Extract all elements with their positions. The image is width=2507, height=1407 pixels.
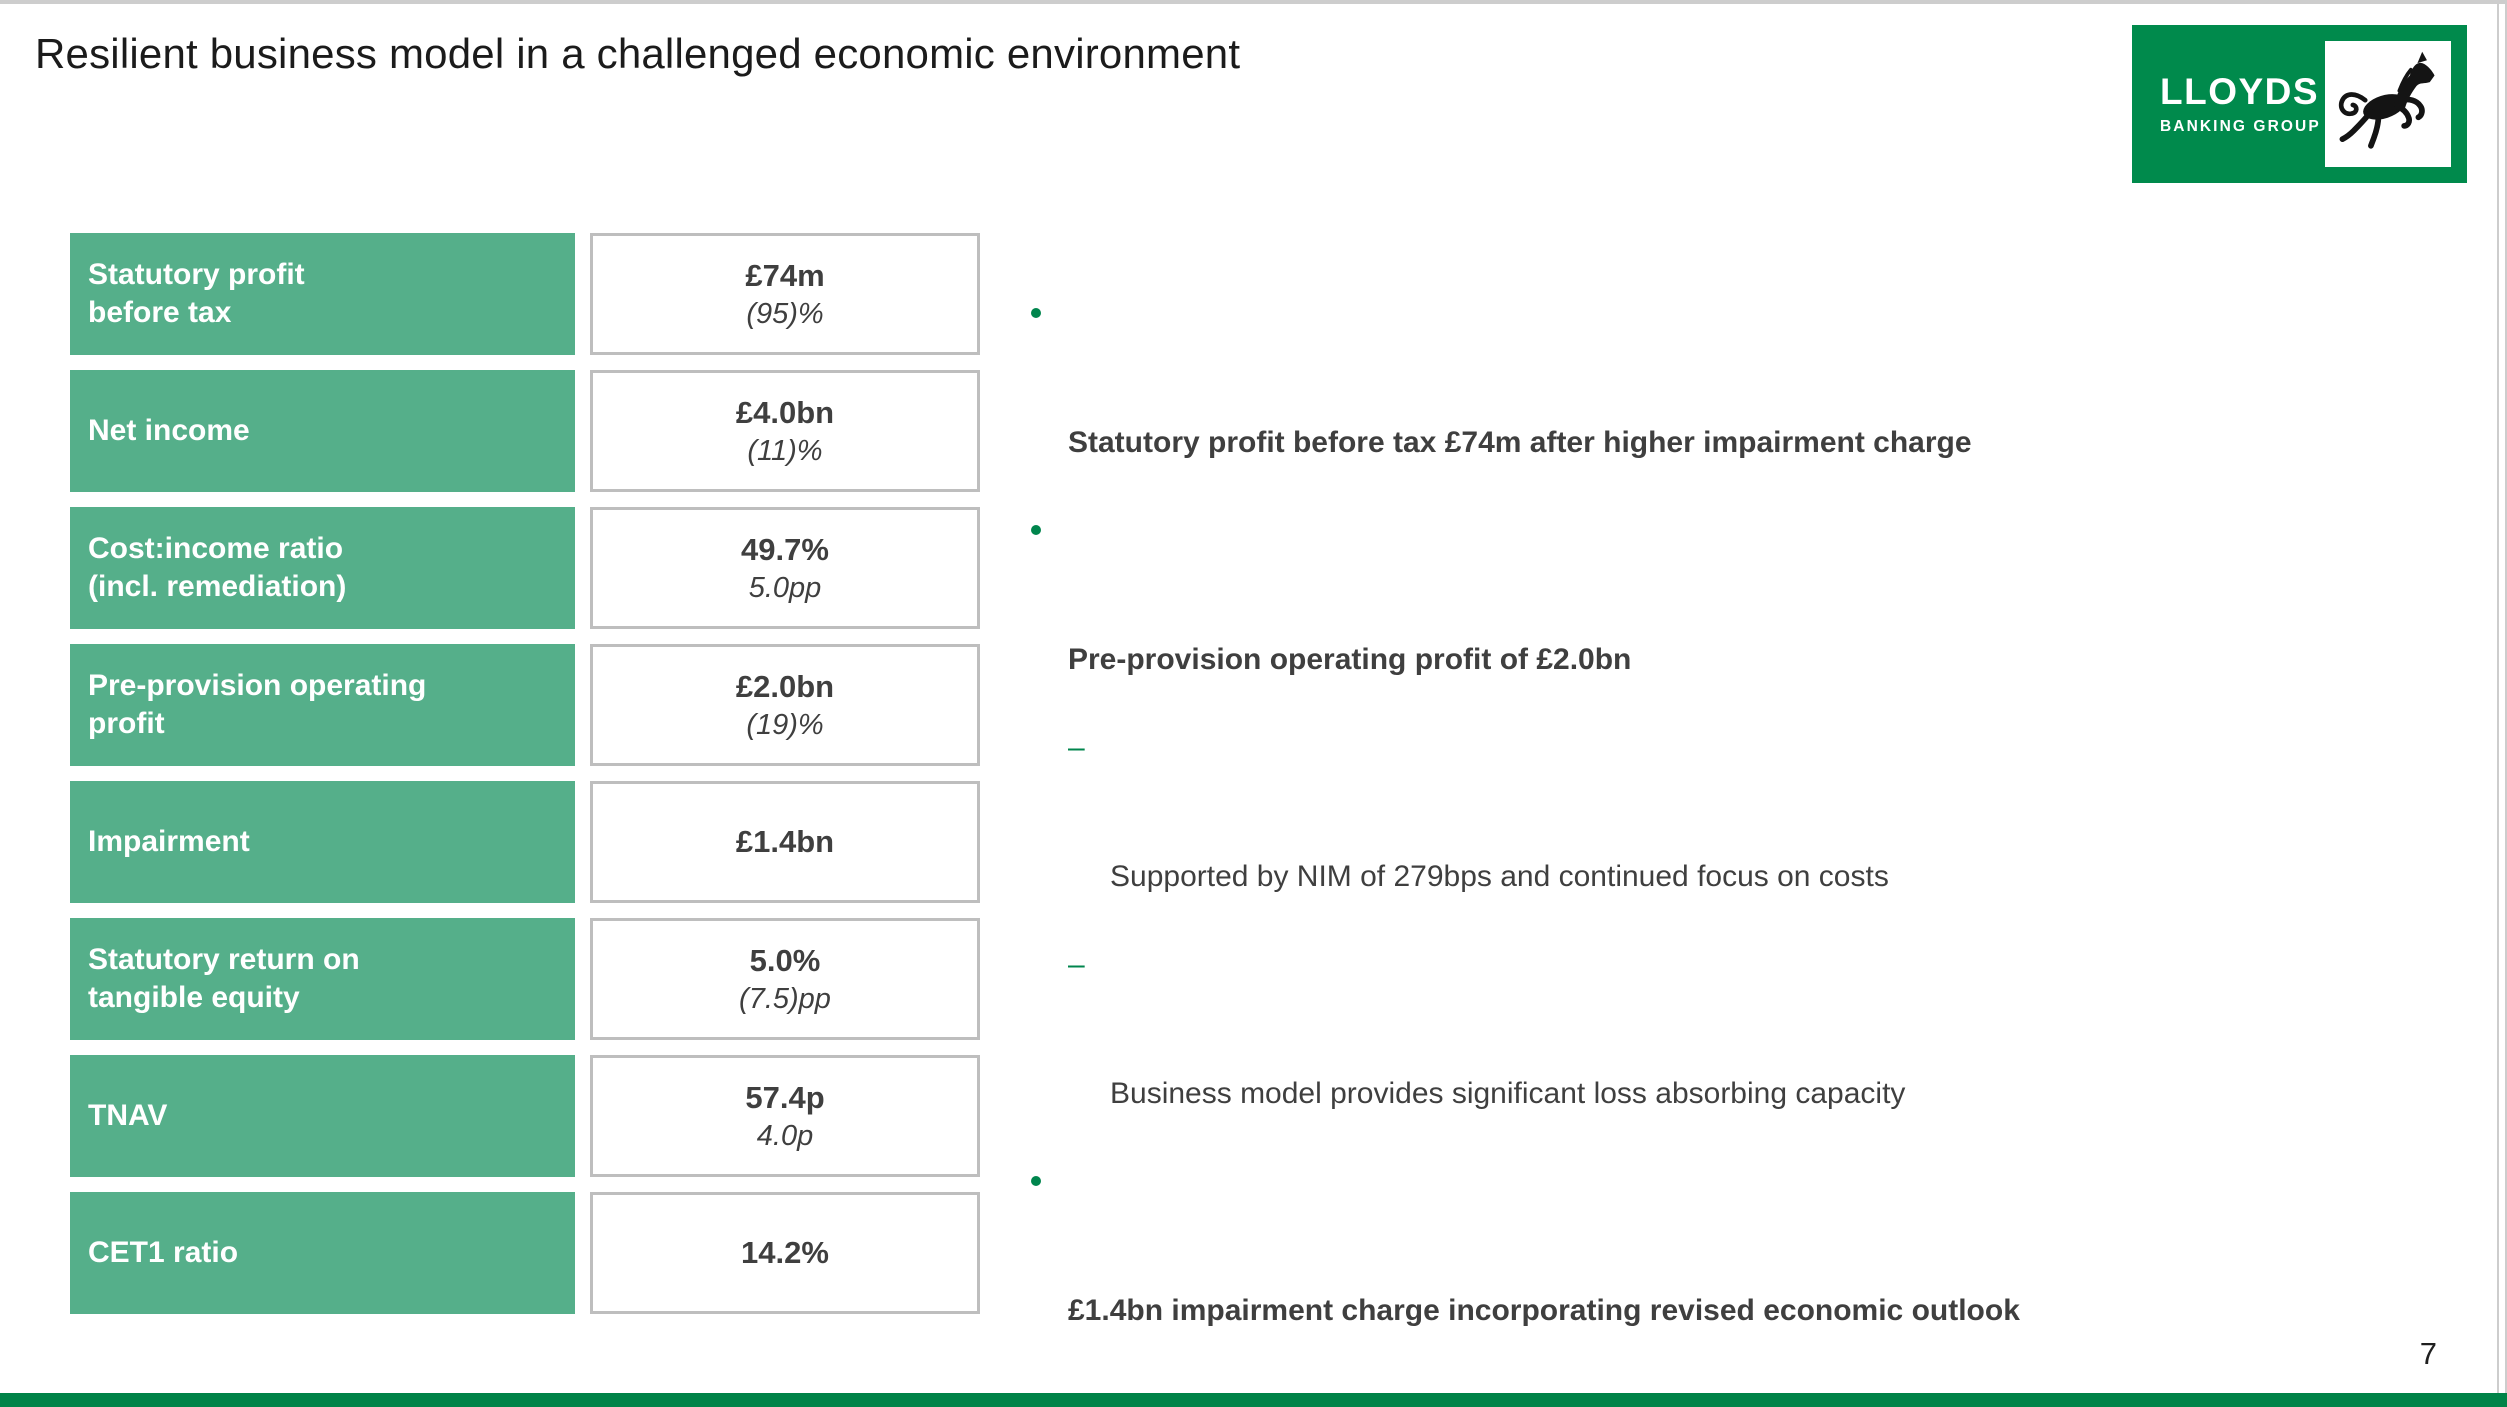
- sub-bullet-dash-icon: –: [1068, 948, 1085, 981]
- logo-subtext: BANKING GROUP: [2160, 118, 2321, 136]
- sub-bullet-dash-icon: –: [1068, 731, 1085, 764]
- metric-label: Statutory return on tangible equity: [70, 918, 575, 1040]
- bullet-text: Supported by NIM of 279bps and continued…: [1110, 860, 1889, 893]
- metric-value: 14.2%: [741, 1235, 829, 1270]
- metric-value-box: £1.4bn: [590, 781, 980, 903]
- bullet-item: – £1.4bn impairment charge incorporating…: [1022, 1160, 2470, 1332]
- metric-label: Cost:income ratio (incl. remediation): [70, 507, 575, 629]
- metric-value-box: 57.4p 4.0p: [590, 1055, 980, 1177]
- window-right-edge: [2497, 0, 2507, 1407]
- metric-value-box: £74m (95)%: [590, 233, 980, 355]
- metric-change: (19)%: [746, 708, 824, 741]
- metric-change: (11)%: [747, 434, 823, 467]
- bullet-text: Statutory profit before tax £74m after h…: [1068, 426, 1972, 459]
- metric-value-box: 49.7% 5.0pp: [590, 507, 980, 629]
- window-top-edge: [0, 0, 2507, 4]
- lloyds-banking-group-logo: LLOYDS BANKING GROUP: [2132, 25, 2467, 183]
- metric-value: £1.4bn: [735, 824, 835, 859]
- page-number: 7: [2419, 1336, 2437, 1371]
- table-row: Impairment £1.4bn: [70, 781, 980, 903]
- bullet-text: Business model provides significant loss…: [1110, 1077, 1906, 1110]
- bullet-item: – Supported by NIM of 279bps and continu…: [1022, 726, 2470, 898]
- bullet-dot-icon: [1031, 308, 1041, 318]
- footer-bar: [0, 1393, 2507, 1407]
- metrics-table: Statutory profit before tax £74m (95)% N…: [70, 233, 980, 1314]
- bullet-item: – Business model provides significant lo…: [1022, 943, 2470, 1115]
- metric-label: Impairment: [70, 781, 575, 903]
- metric-value-box: £2.0bn (19)%: [590, 644, 980, 766]
- table-row: Statutory profit before tax £74m (95)%: [70, 233, 980, 355]
- metric-label: Statutory profit before tax: [70, 233, 575, 355]
- metric-change: 5.0pp: [748, 571, 822, 604]
- metric-value: 49.7%: [741, 531, 829, 567]
- table-row: Net income £4.0bn (11)%: [70, 370, 980, 492]
- bullet-item: – Statutory profit before tax £74m after…: [1022, 292, 2470, 464]
- table-row: CET1 ratio 14.2%: [70, 1192, 980, 1314]
- metric-value: 57.4p: [745, 1079, 825, 1115]
- metric-label: Pre-provision operating profit: [70, 644, 575, 766]
- horse-emblem-box: [2325, 41, 2451, 167]
- metric-label: CET1 ratio: [70, 1192, 575, 1314]
- page-title: Resilient business model in a challenged…: [35, 30, 1241, 77]
- bullet-dot-icon: [1031, 1176, 1041, 1186]
- metric-change: (7.5)pp: [739, 982, 831, 1015]
- table-row: Cost:income ratio (incl. remediation) 49…: [70, 507, 980, 629]
- metric-value: £2.0bn: [735, 668, 835, 704]
- metric-change: 4.0p: [756, 1119, 814, 1152]
- table-row: Pre-provision operating profit £2.0bn (1…: [70, 644, 980, 766]
- metric-value-box: £4.0bn (11)%: [590, 370, 980, 492]
- metric-value-box: 14.2%: [590, 1192, 980, 1314]
- metric-value: £4.0bn: [735, 394, 835, 430]
- metric-value: £74m: [745, 257, 825, 293]
- metric-label: TNAV: [70, 1055, 575, 1177]
- table-row: Statutory return on tangible equity 5.0%…: [70, 918, 980, 1040]
- bullet-dot-icon: [1031, 525, 1041, 535]
- bullet-list: – Statutory profit before tax £74m after…: [1022, 292, 2470, 1407]
- bullet-text: Pre-provision operating profit of £2.0bn: [1068, 643, 1632, 676]
- bullet-item: – Pre-provision operating profit of £2.0…: [1022, 509, 2470, 681]
- metric-change: (95)%: [746, 297, 824, 330]
- metric-value-box: 5.0% (7.5)pp: [590, 918, 980, 1040]
- bullet-text: £1.4bn impairment charge incorporating r…: [1068, 1294, 2020, 1327]
- metric-value: 5.0%: [749, 942, 821, 978]
- metric-label: Net income: [70, 370, 575, 492]
- table-row: TNAV 57.4p 4.0p: [70, 1055, 980, 1177]
- logo-wordmark: LLOYDS: [2160, 71, 2320, 113]
- black-horse-icon: [2338, 51, 2435, 149]
- logo-text-block: LLOYDS BANKING GROUP: [2160, 25, 2321, 183]
